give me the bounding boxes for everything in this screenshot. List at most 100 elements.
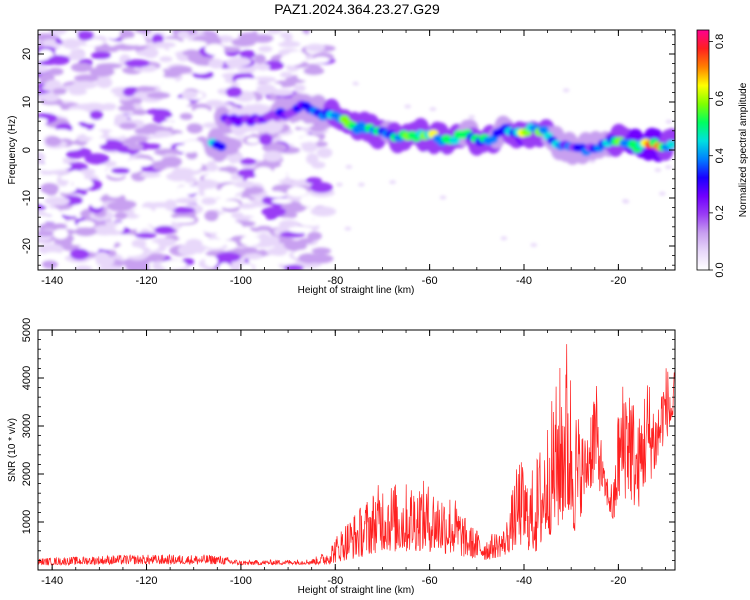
spectrogram-cell (66, 149, 85, 159)
snr-x-tick-label: -140 (41, 575, 63, 587)
spectrogram-cell (107, 189, 123, 198)
spectrogram-cell (305, 34, 326, 44)
spectrogram-cell (74, 265, 92, 270)
spectrogram-cell (154, 225, 176, 234)
spectrogram-y-tick-label: 10 (21, 96, 33, 108)
spectrogram-cell (54, 47, 72, 56)
spectrogram-cell (193, 107, 210, 116)
spectrogram-cell (219, 200, 240, 209)
spectrogram-cell (196, 179, 219, 190)
spectrogram-cell (236, 203, 257, 209)
spectrogram-cell (91, 51, 112, 60)
spectrogram-cell (266, 235, 280, 245)
spectrogram-cell (114, 211, 128, 220)
spectrogram-cell (62, 84, 87, 91)
spectrogram-cell (262, 142, 288, 153)
spectrogram-cell (265, 213, 278, 221)
spectrogram-cell (234, 180, 256, 189)
spectrogram-cell (142, 47, 159, 59)
spectrogram-cell (171, 167, 196, 179)
spectrogram-cell (419, 235, 426, 240)
spectrogram-cell (313, 56, 330, 64)
spectrogram-cell (260, 255, 283, 267)
spectrogram-cell (218, 187, 237, 199)
spectrogram-cell (81, 102, 107, 113)
spectrogram-cell (168, 65, 193, 74)
spectrogram-cell (41, 92, 60, 102)
spectrogram-cell (38, 243, 64, 255)
spectrogram-cell (215, 231, 231, 239)
spectrogram-cell (146, 108, 171, 116)
spectrogram-cell (61, 38, 82, 50)
snr-y-tick-label: 5000 (21, 318, 33, 342)
spectrogram-cell (98, 240, 115, 250)
spectrogram-cell (69, 123, 82, 134)
spectrogram-cell (187, 52, 204, 63)
spectrogram-cell (152, 41, 176, 49)
spectrogram-cell (259, 133, 273, 146)
spectrogram-cell (389, 180, 396, 185)
snr-background (38, 330, 675, 570)
spectrogram-cell (240, 263, 253, 270)
spectrogram-cell (266, 191, 285, 198)
colorbar-tick-label: 0.8 (714, 34, 726, 49)
spectrogram-cell (43, 252, 63, 261)
spectrogram-cell (285, 212, 298, 219)
spectrogram-cell (127, 143, 144, 151)
spectrogram-cell (262, 150, 283, 162)
spectrogram-cell (304, 135, 318, 144)
spectrogram-cell (171, 207, 195, 214)
spectrogram-cell (202, 224, 227, 233)
spectrogram-cell (42, 216, 64, 222)
spectrogram-cell (622, 199, 629, 203)
spectrogram-x-tick-label: -120 (136, 275, 158, 287)
chart-title: PAZ1.2024.364.23.27.G29 (274, 1, 440, 17)
spectrogram-cell (96, 62, 123, 69)
spectrogram-cell (40, 182, 59, 195)
spectrogram-cell (70, 62, 93, 73)
spectrogram-cell (271, 198, 293, 204)
spectrogram-cell (288, 226, 313, 234)
spectrogram-cell (121, 219, 138, 228)
spectrogram-cell (134, 127, 156, 135)
spectrogram-cell (530, 168, 538, 173)
snr-x-tick-label: -40 (516, 575, 532, 587)
spectrogram-cell (108, 130, 124, 138)
spectrogram-cell (171, 133, 189, 141)
spectrogram-cell (191, 65, 211, 74)
spectrogram-cell (151, 33, 164, 44)
spectrogram-cell (351, 157, 358, 162)
spectrogram-cell (124, 59, 150, 68)
spectrogram-cell (406, 198, 414, 202)
spectrogram-cell (272, 89, 294, 96)
spectrogram-cell (90, 137, 107, 146)
spectrogram-cell (588, 159, 596, 164)
spectrogram-cell (47, 55, 70, 65)
spectrogram-cell (118, 30, 135, 40)
spectrogram-cell (208, 58, 224, 69)
spectrogram-cell (256, 84, 276, 95)
spectrogram-cell (95, 256, 115, 267)
spectrogram-cell (139, 172, 161, 178)
spectrogram-cell (350, 87, 358, 92)
colorbar-tick-label: 0.4 (714, 148, 726, 163)
spectrogram-cell (280, 201, 307, 213)
spectrogram-cell (586, 182, 593, 187)
colorbar-tick-label: 0.0 (714, 262, 726, 277)
spectrogram-x-tick-label: -100 (230, 275, 252, 287)
spectrogram-cell (125, 261, 143, 270)
spectrogram-cell (246, 137, 259, 144)
spectrogram-cell (100, 117, 115, 126)
spectrogram-cell (179, 113, 193, 120)
spectrogram-cells (38, 30, 675, 270)
spectrogram-cell (271, 245, 288, 256)
spectrogram-cell (215, 142, 227, 151)
spectrogram-cell (298, 253, 318, 264)
spectrogram-cell (441, 97, 448, 102)
spectrogram-cell (79, 168, 96, 175)
spectrogram-cell (287, 51, 307, 63)
spectrogram-cell (252, 34, 274, 43)
spectrogram-cell (89, 110, 104, 121)
spectrogram-cell (133, 207, 153, 216)
